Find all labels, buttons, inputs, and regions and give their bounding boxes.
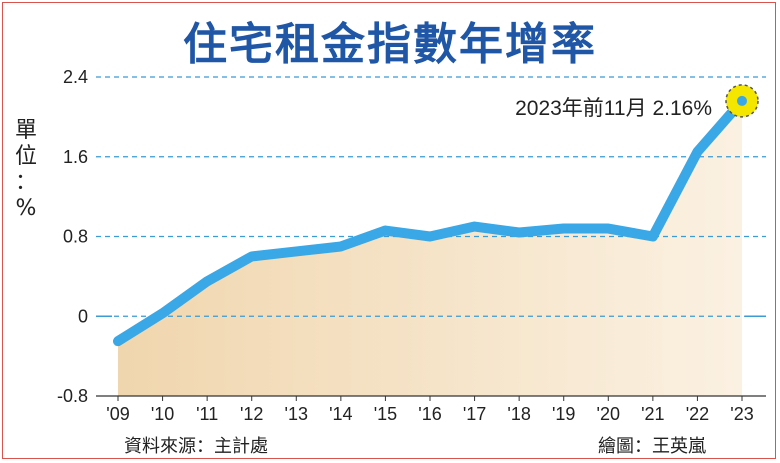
x-tick-label: '18 <box>507 404 530 424</box>
y-unit-char: ： <box>14 170 37 195</box>
x-tick-label: '17 <box>463 404 486 424</box>
y-unit-char: % <box>15 196 37 221</box>
y-tick-label: 2.4 <box>63 67 88 87</box>
y-tick-label: 1.6 <box>63 147 88 167</box>
x-tick-label: '09 <box>106 404 129 424</box>
chart-title: 住宅租金指數年增率 <box>183 19 597 70</box>
annotation-label: 2023年前11月 2.16% <box>515 97 712 120</box>
x-tick-label: '11 <box>196 404 218 424</box>
x-tick-label: '13 <box>285 404 308 424</box>
x-tick-label: '19 <box>552 404 575 424</box>
x-tick-label: '10 <box>151 404 174 424</box>
x-tick-label: '23 <box>730 404 753 424</box>
x-tick-label: '21 <box>641 404 664 424</box>
y-unit-char: 單 <box>14 118 37 143</box>
credit-note: 繪圖：王英嵐 <box>598 436 706 457</box>
x-tick-label: '14 <box>329 404 352 424</box>
y-axis-unit: 單 位 ： % <box>12 118 40 222</box>
x-tick-label: '16 <box>418 404 441 424</box>
x-tick-label: '12 <box>240 404 263 424</box>
x-tick-label: '15 <box>374 404 397 424</box>
y-tick-label: 0.8 <box>63 227 88 247</box>
area-fill <box>118 100 742 397</box>
series-line <box>113 95 747 347</box>
last-point-marker <box>737 95 747 106</box>
y-tick-label: 0 <box>78 306 88 326</box>
x-tick-label: '22 <box>686 404 709 424</box>
source-note: 資料來源：主計處 <box>124 436 268 457</box>
y-tick-label: -0.8 <box>57 386 88 406</box>
x-tick-label: '20 <box>597 404 620 424</box>
y-unit-char: 位 <box>14 144 37 169</box>
